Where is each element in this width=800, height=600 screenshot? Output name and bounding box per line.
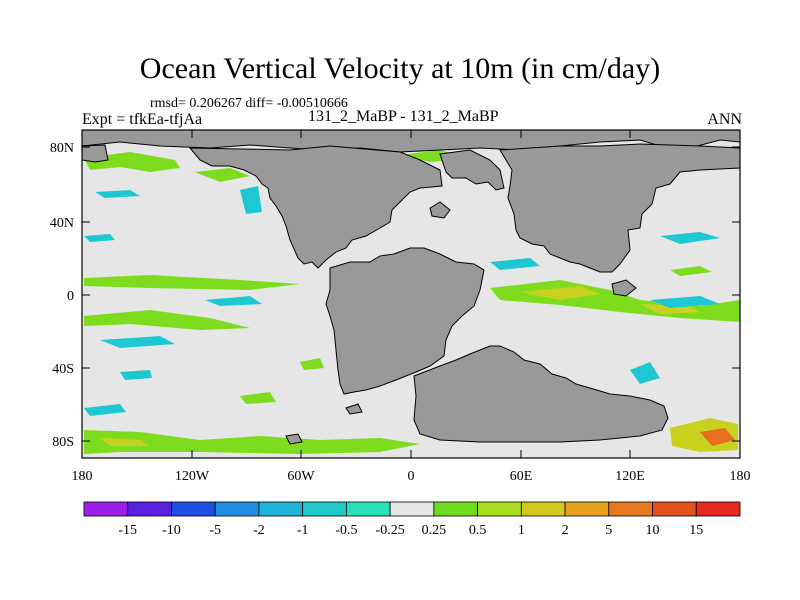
cyan-patch — [84, 234, 115, 242]
landmass — [81, 129, 741, 153]
map-title: Ocean Vertical Velocity at 10m (in cm/da… — [139, 52, 661, 85]
colorbar-label: -5 — [209, 523, 221, 538]
green-patch — [84, 275, 300, 290]
colorbar-swatch — [345, 501, 391, 517]
lon-labels: 180 120W 60W 0 60E 120E 180 — [72, 469, 751, 484]
colorbar-label: 10 — [646, 523, 660, 538]
colorbar-label: 0.5 — [469, 523, 487, 538]
lat-label: 80N — [50, 141, 74, 156]
colorbar-swatch — [127, 501, 172, 517]
landmass — [611, 279, 637, 297]
lon-label: 120E — [615, 469, 645, 484]
landmass — [325, 247, 485, 395]
colorbar-label: -2 — [253, 523, 265, 538]
colorbar-swatch — [302, 501, 347, 517]
experiment-label: Expt = tfkEa-tfjAa — [82, 111, 203, 128]
landmass — [345, 403, 363, 415]
cyan-patch — [490, 258, 540, 270]
lon-label: 120W — [175, 469, 210, 484]
cyan-patch — [205, 296, 262, 306]
colorbar — [83, 501, 741, 517]
landmass — [285, 433, 303, 445]
landmass — [413, 345, 669, 443]
velocity-patches — [84, 147, 740, 454]
lon-label: 60E — [510, 469, 533, 484]
colorbar-swatch — [564, 501, 610, 517]
landmass — [439, 149, 505, 191]
stats-text: rmsd= 0.206267 diff= -0.00510666 — [150, 96, 348, 111]
cyan-patch — [120, 370, 152, 380]
lon-label: 0 — [408, 469, 415, 484]
lat-label: 0 — [67, 289, 74, 304]
landmass — [188, 145, 443, 269]
lat-labels: 80N 40N 0 40S 80S — [50, 141, 74, 450]
lon-label: 60W — [287, 469, 315, 484]
colorbar-label: -10 — [162, 523, 181, 538]
yellow-patch — [520, 286, 600, 300]
colorbar-swatch — [389, 501, 435, 517]
landmass — [429, 201, 451, 219]
cyan-patch — [660, 232, 720, 244]
cyan-patch — [95, 190, 140, 198]
colorbar-swatch — [214, 501, 260, 517]
lon-label: 180 — [72, 469, 93, 484]
colorbar-swatch — [695, 501, 741, 517]
colorbar-swatch — [608, 501, 653, 517]
lat-label: 40N — [50, 216, 74, 231]
colorbar-swatch — [652, 501, 697, 517]
lat-label: 40S — [52, 362, 74, 377]
green-patch — [84, 430, 420, 454]
green-patch — [195, 168, 250, 182]
cyan-patch — [100, 336, 175, 348]
green-patch — [240, 392, 276, 404]
axis-ticks — [81, 130, 741, 458]
lon-label: 180 — [730, 469, 751, 484]
colorbar-labels: -15 -10 -5 -2 -1 -0.5 -0.25 0.25 0.5 1 2 5 10 15 — [118, 523, 703, 538]
colorbar-label: 0.25 — [422, 523, 447, 538]
period-label: ANN — [707, 111, 742, 128]
colorbar-label: -0.25 — [376, 523, 405, 538]
colorbar-label: -1 — [297, 523, 309, 538]
orange-patch — [700, 428, 735, 446]
green-patch — [300, 358, 324, 370]
colorbar-label: 1 — [518, 523, 525, 538]
colorbar-swatch — [477, 501, 522, 517]
colorbar-label: 15 — [689, 523, 703, 538]
colorbar-label: -15 — [118, 523, 137, 538]
colorbar-swatch — [171, 501, 216, 517]
cyan-patch — [650, 296, 720, 308]
green-patch — [84, 310, 250, 330]
land — [81, 129, 741, 445]
cyan-patch — [84, 404, 126, 416]
colorbar-label: 5 — [605, 523, 612, 538]
yellow-patch — [100, 438, 150, 446]
cyan-patch — [630, 362, 660, 384]
colorbar-swatch — [520, 501, 566, 517]
colorbar-swatch — [83, 501, 129, 517]
colorbar-label: 2 — [562, 523, 569, 538]
colorbar-swatch — [433, 501, 479, 517]
green-patch — [670, 266, 712, 276]
green-patch — [84, 152, 180, 172]
lat-label: 80S — [52, 435, 74, 450]
colorbar-swatch — [258, 501, 304, 517]
landmass — [81, 144, 109, 163]
cyan-patch — [240, 186, 262, 214]
colorbar-label: -0.5 — [335, 523, 357, 538]
runs-label: 131_2_MaBP - 131_2_MaBP — [308, 108, 499, 125]
